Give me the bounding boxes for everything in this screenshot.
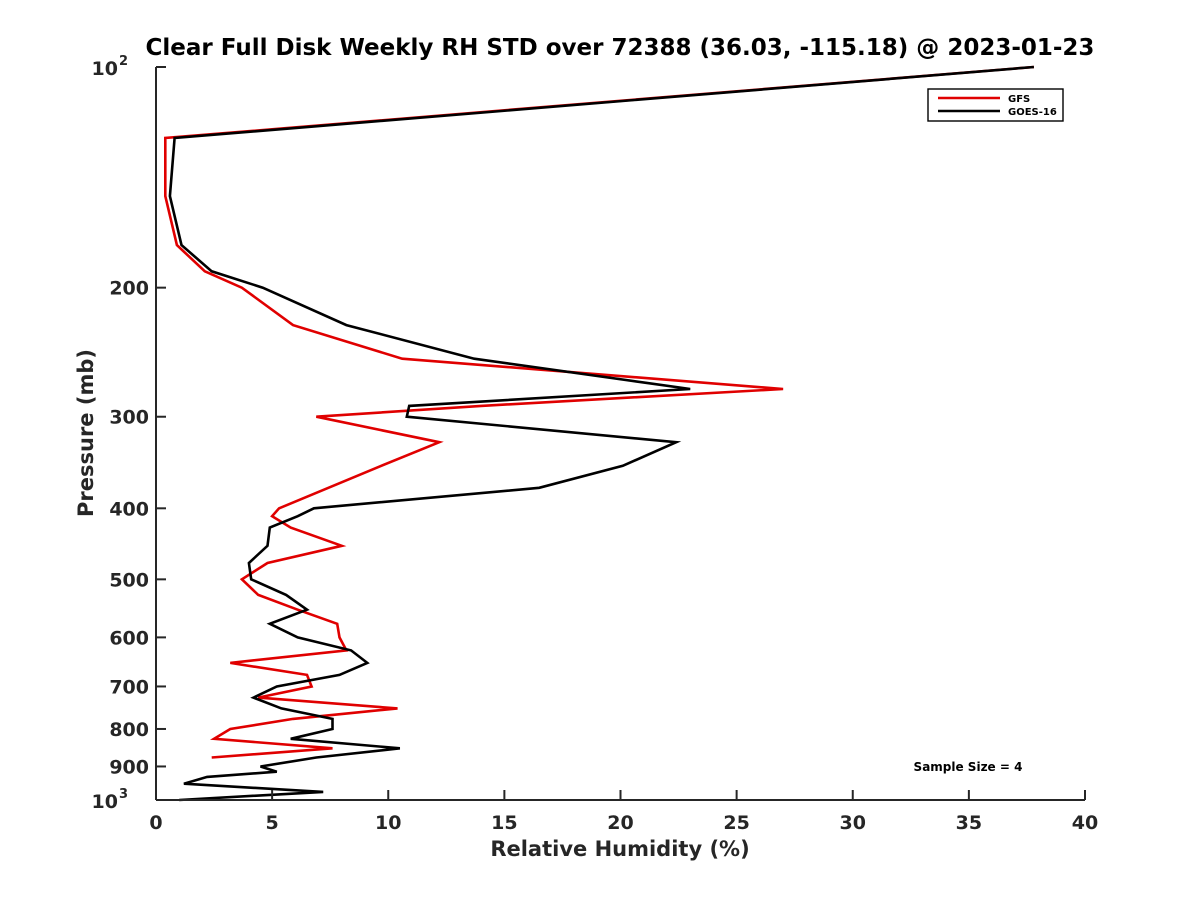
y-tick-label: 700 [109, 676, 149, 698]
legend-label-goes-16: GOES-16 [1008, 107, 1057, 118]
x-tick-label: 10 [375, 812, 401, 834]
sample-size-annotation: Sample Size = 4 [914, 760, 1023, 774]
legend-label-gfs: GFS [1008, 94, 1030, 105]
y-tick-label: 200 [109, 278, 149, 300]
y-tick-label: 300 [109, 407, 149, 429]
y-axis-label: Pressure (mb) [74, 349, 98, 517]
x-tick-label: 5 [266, 812, 279, 834]
y-tick-label: 400 [109, 498, 149, 520]
x-axis-label: Relative Humidity (%) [490, 837, 749, 861]
y-tick-label: 900 [109, 756, 149, 778]
chart-title: Clear Full Disk Weekly RH STD over 72388… [146, 35, 1095, 61]
x-tick-label: 40 [1072, 812, 1098, 834]
series-lines [164, 65, 1035, 802]
x-tick-label: 0 [149, 812, 162, 834]
y-tick-exponent: 3 [119, 787, 128, 802]
x-tick-label: 20 [607, 812, 633, 834]
y-tick-exponent: 2 [119, 54, 128, 69]
y-tick-label: 10 [92, 58, 118, 80]
y-tick-label: 10 [92, 791, 118, 813]
x-tick-label: 30 [840, 812, 866, 834]
x-tick-label: 25 [723, 812, 749, 834]
legend-box [927, 88, 1064, 122]
y-tick-label: 800 [109, 719, 149, 741]
x-tick-label: 35 [956, 812, 982, 834]
y-tick-label: 600 [109, 627, 149, 649]
x-tick-label: 15 [491, 812, 517, 834]
series-line-goes-16 [168, 65, 1035, 802]
legend: GFS GOES-16 [927, 88, 1064, 122]
series-line-gfs [164, 65, 1035, 759]
y-tick-label: 500 [109, 569, 149, 591]
